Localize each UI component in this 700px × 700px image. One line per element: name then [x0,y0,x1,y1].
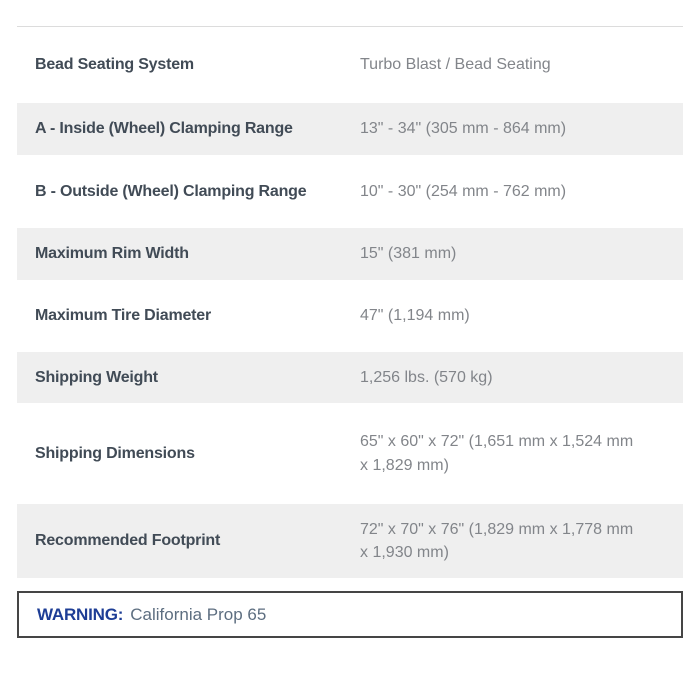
spec-page: Bead Seating System Turbo Blast / Bead S… [17,26,683,638]
spec-row: A - Inside (Wheel) Clamping Range 13" - … [17,103,683,155]
spec-label: Bead Seating System [35,56,194,73]
prop65-warning-box: WARNING: California Prop 65 [17,591,683,638]
spec-table: Bead Seating System Turbo Blast / Bead S… [17,27,683,578]
spec-value: 65" x 60" x 72" (1,651 mm x 1,524 mm x 1… [360,433,634,474]
spec-value: Turbo Blast / Bead Seating [360,56,551,74]
prop65-warning-link[interactable]: California Prop 65 [130,604,267,624]
spec-value: 10" - 30" (254 mm - 762 mm) [360,182,567,200]
spec-row: Maximum Rim Width 15" (381 mm) [17,228,683,280]
spec-row: Recommended Footprint 72" x 70" x 76" (1… [17,504,683,578]
spec-label: Shipping Weight [35,368,158,386]
spec-value: 15" (381 mm) [360,245,457,263]
spec-label: Shipping Dimensions [35,444,195,462]
spec-row: Maximum Tire Diameter 47" (1,194 mm) [17,280,683,352]
spec-value: 47" (1,194 mm) [360,307,470,325]
spec-label: B - Outside (Wheel) Clamping Range [35,182,307,200]
spec-value: 1,256 lbs. (570 kg) [360,368,493,386]
spec-row: Bead Seating System Turbo Blast / Bead S… [17,27,683,103]
spec-value: 13" - 34" (305 mm - 864 mm) [360,120,567,138]
spec-label: Recommended Footprint [35,532,221,549]
spec-row: Shipping Weight 1,256 lbs. (570 kg) [17,352,683,403]
spec-row: B - Outside (Wheel) Clamping Range 10" -… [17,155,683,228]
spec-label: A - Inside (Wheel) Clamping Range [35,120,293,137]
warning-label: WARNING: [37,604,124,624]
spec-label: Maximum Tire Diameter [35,307,212,324]
top-divider [17,26,683,27]
spec-value: 72" x 70" x 76" (1,829 mm x 1,778 mm x 1… [360,520,634,561]
spec-row: Shipping Dimensions 65" x 60" x 72" (1,6… [17,403,683,504]
spec-label: Maximum Rim Width [35,245,189,262]
